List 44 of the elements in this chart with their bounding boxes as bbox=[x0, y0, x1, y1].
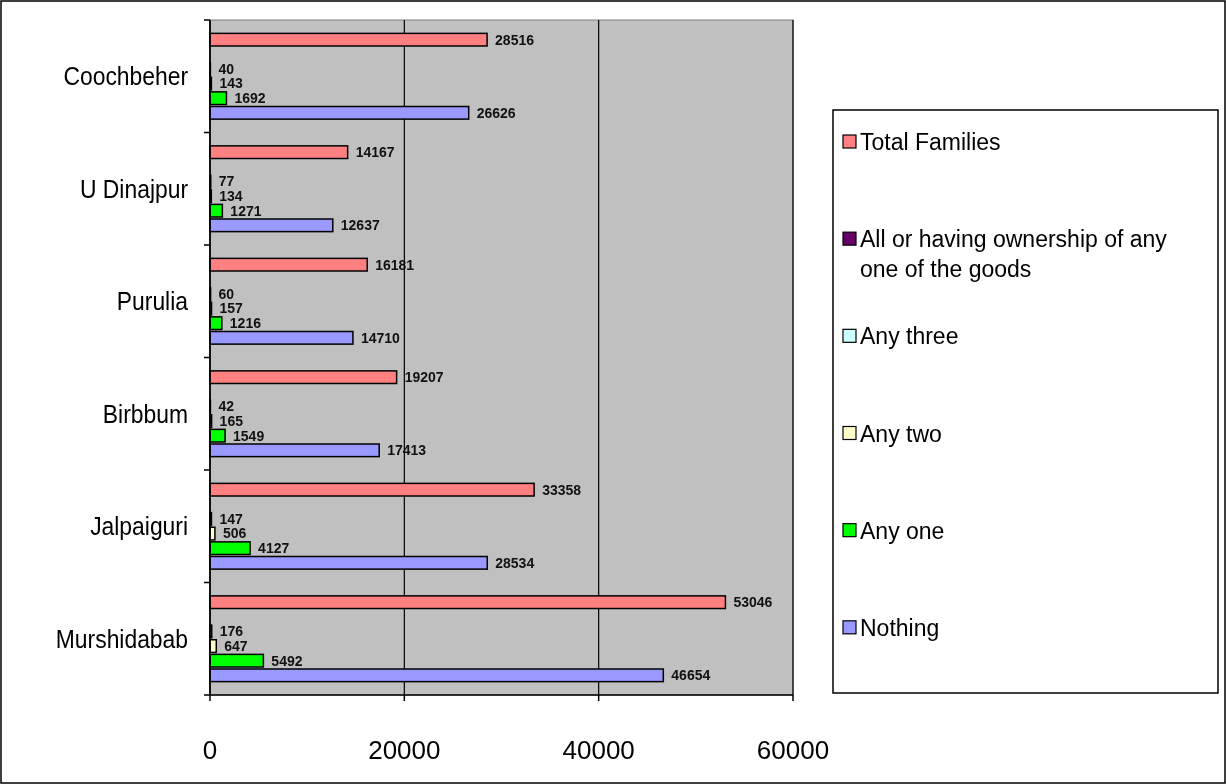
data-label: 165 bbox=[219, 412, 244, 429]
data-label: 46654 bbox=[671, 667, 711, 684]
legend-label: All or having ownership of any one of the goods bbox=[860, 226, 1168, 283]
data-label: 1216 bbox=[229, 315, 262, 332]
data-label: 1549 bbox=[233, 427, 265, 444]
data-label: 53046 bbox=[733, 594, 773, 611]
legend-label: Any two bbox=[860, 420, 942, 447]
x-tick-label: 0 bbox=[202, 735, 218, 766]
y-tick-label: Coochbeher bbox=[63, 61, 188, 91]
data-label: 60 bbox=[218, 285, 235, 302]
data-label: 147 bbox=[219, 510, 243, 527]
data-label: 1271 bbox=[230, 202, 262, 219]
x-tick-label: 40000 bbox=[562, 735, 635, 766]
x-tick-label: 60000 bbox=[756, 735, 830, 766]
data-label: 28516 bbox=[495, 31, 535, 48]
data-label: 14167 bbox=[355, 144, 395, 161]
y-tick-label: Murshidabab bbox=[55, 624, 188, 654]
data-label: 5492 bbox=[271, 652, 303, 669]
data-label: 40 bbox=[218, 60, 235, 77]
y-tick-label: Purulia bbox=[116, 286, 189, 316]
legend-label: Any one bbox=[860, 517, 945, 544]
data-label: 33358 bbox=[542, 481, 582, 498]
data-label: 28534 bbox=[495, 554, 535, 571]
data-label: 19207 bbox=[404, 369, 444, 386]
data-label: 42 bbox=[218, 398, 235, 415]
data-label: 26626 bbox=[476, 104, 516, 121]
data-label: 143 bbox=[219, 75, 243, 92]
legend-label: Any three bbox=[860, 323, 959, 350]
data-label: 157 bbox=[219, 300, 244, 317]
data-label: 647 bbox=[224, 637, 248, 654]
x-tick-label: 20000 bbox=[368, 735, 441, 766]
data-label: 4127 bbox=[258, 540, 290, 557]
y-tick-label: Jalpaiguri bbox=[90, 511, 188, 541]
legend-label: Total Families bbox=[860, 129, 1001, 156]
data-label: 77 bbox=[218, 173, 235, 190]
data-label: 1692 bbox=[234, 90, 266, 107]
legend-label: Nothing bbox=[860, 614, 940, 641]
y-tick-label: U Dinajpur bbox=[80, 174, 188, 204]
y-tick-label: Birbbum bbox=[102, 399, 188, 429]
data-label: 134 bbox=[219, 187, 243, 204]
data-label: 14710 bbox=[360, 329, 401, 346]
data-label: 506 bbox=[222, 525, 247, 542]
data-label: 176 bbox=[219, 623, 244, 640]
data-label: 12637 bbox=[340, 217, 380, 234]
